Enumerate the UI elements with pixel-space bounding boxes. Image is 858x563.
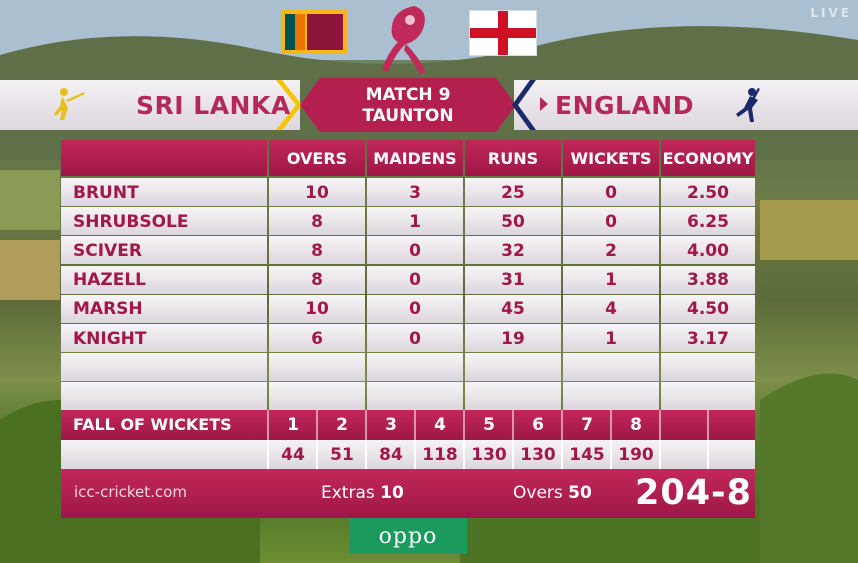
extras-value: 10 bbox=[380, 483, 404, 503]
tournament-logo-icon bbox=[382, 6, 426, 74]
header-name-blank bbox=[61, 140, 267, 176]
total-overs: Overs 50 bbox=[513, 483, 592, 503]
fall-of-wickets-header: FALL OF WICKETS 1 2 3 4 5 6 7 8 bbox=[61, 410, 755, 440]
bowler-overs: 8 bbox=[311, 240, 323, 261]
bowler-maidens: 1 bbox=[409, 211, 421, 232]
batter-icon bbox=[54, 88, 85, 120]
bowler-wickets: 1 bbox=[605, 328, 617, 349]
col-header-maidens: MAIDENS bbox=[367, 140, 463, 176]
bowler-maidens: 0 bbox=[409, 240, 421, 261]
extras: Extras 10 bbox=[321, 483, 404, 503]
fow-wicket-number: 1 bbox=[287, 414, 299, 435]
bowling-scorecard: OVERS MAIDENS RUNS WICKETS ECONOMY BRUNT… bbox=[61, 140, 755, 518]
bowler-name: BRUNT bbox=[73, 182, 139, 203]
bowler-overs: 8 bbox=[311, 211, 323, 232]
match-number: MATCH 9 bbox=[365, 85, 451, 105]
fow-wicket-number: 5 bbox=[483, 414, 495, 435]
bowler-economy: 3.88 bbox=[687, 270, 729, 291]
bowler-economy: 3.17 bbox=[687, 328, 729, 349]
fow-wicket-number: 3 bbox=[385, 414, 397, 435]
bowler-row: BRUNT 10 3 25 0 2.50 bbox=[61, 178, 755, 207]
team-right-banner bbox=[514, 80, 858, 130]
bowler-maidens: 0 bbox=[409, 328, 421, 349]
bowler-row: MARSH 10 0 45 4 4.50 bbox=[61, 294, 755, 324]
bowler-wickets: 1 bbox=[605, 270, 617, 291]
bowler-icon bbox=[736, 88, 760, 122]
bowler-name: SHRUBSOLE bbox=[73, 211, 189, 232]
fow-score: 190 bbox=[618, 444, 654, 465]
col-header-overs: OVERS bbox=[269, 140, 365, 176]
bowler-row: SCIVER 8 0 32 2 4.00 bbox=[61, 236, 755, 265]
bowler-economy: 4.50 bbox=[687, 299, 729, 320]
bowler-maidens: 3 bbox=[409, 182, 421, 203]
bowler-row bbox=[61, 382, 755, 411]
bowler-runs: 45 bbox=[501, 299, 525, 320]
col-header-economy: ECONOMY bbox=[661, 140, 755, 176]
bowler-maidens: 0 bbox=[409, 270, 421, 291]
bowler-overs: 10 bbox=[305, 182, 329, 203]
site-url: icc-cricket.com bbox=[74, 483, 187, 501]
sri-lanka-flag bbox=[281, 10, 347, 54]
bowler-runs: 19 bbox=[501, 328, 525, 349]
bowler-row: SHRUBSOLE 8 1 50 0 6.25 bbox=[61, 207, 755, 236]
bowler-row bbox=[61, 353, 755, 382]
bowler-name: KNIGHT bbox=[73, 328, 147, 349]
sponsor-logo: oppo bbox=[349, 518, 467, 554]
team-left-name: SRI LANKA bbox=[136, 91, 291, 120]
fow-score: 145 bbox=[569, 444, 605, 465]
bowler-runs: 31 bbox=[501, 270, 525, 291]
bowler-name: MARSH bbox=[73, 299, 143, 320]
fow-score: 84 bbox=[379, 444, 403, 465]
bowler-name: SCIVER bbox=[73, 240, 142, 261]
scorecard-header: SRI LANKA MATCH 9 TAUNTON ENGLAND bbox=[0, 78, 858, 132]
bowler-maidens: 0 bbox=[409, 299, 421, 320]
team-right-name: ENGLAND bbox=[555, 91, 694, 120]
bowler-economy: 2.50 bbox=[687, 182, 729, 203]
fall-of-wickets-scores: 44 51 84 118 130 130 145 190 bbox=[61, 440, 755, 469]
fow-score: 130 bbox=[520, 444, 556, 465]
extras-label: Extras bbox=[321, 483, 375, 503]
fow-score: 44 bbox=[281, 444, 305, 465]
scorecard-footer: icc-cricket.com Extras 10 Overs 50 204-8 bbox=[61, 469, 755, 518]
col-header-runs: RUNS bbox=[465, 140, 561, 176]
bowler-economy: 4.00 bbox=[687, 240, 729, 261]
bowler-row: KNIGHT 6 0 19 1 3.17 bbox=[61, 324, 755, 353]
fow-score: 118 bbox=[422, 444, 458, 465]
overs-value: 50 bbox=[568, 483, 592, 503]
fow-wicket-number: 8 bbox=[630, 414, 642, 435]
fow-score: 130 bbox=[471, 444, 507, 465]
bowler-overs: 6 bbox=[311, 328, 323, 349]
bowler-overs: 10 bbox=[305, 299, 329, 320]
bowler-wickets: 2 bbox=[605, 240, 617, 261]
fow-score: 51 bbox=[330, 444, 354, 465]
fall-of-wickets-label: FALL OF WICKETS bbox=[73, 415, 232, 434]
bowler-runs: 50 bbox=[501, 211, 525, 232]
fow-wicket-number: 7 bbox=[581, 414, 593, 435]
fow-wicket-number: 2 bbox=[336, 414, 348, 435]
bowler-wickets: 0 bbox=[605, 211, 617, 232]
bowler-overs: 8 bbox=[311, 270, 323, 291]
team-left-banner bbox=[0, 80, 300, 130]
overs-label: Overs bbox=[513, 483, 563, 503]
bowler-economy: 6.25 bbox=[687, 211, 729, 232]
bowler-name: HAZELL bbox=[73, 270, 146, 291]
team-right-edge bbox=[512, 80, 536, 130]
fow-wicket-number: 4 bbox=[434, 414, 446, 435]
innings-total: 204-8 bbox=[635, 473, 752, 513]
team-left-edge bbox=[276, 80, 302, 130]
bowler-wickets: 0 bbox=[605, 182, 617, 203]
match-venue: TAUNTON bbox=[362, 106, 454, 126]
bowler-runs: 25 bbox=[501, 182, 525, 203]
col-header-wickets: WICKETS bbox=[563, 140, 659, 176]
bowler-wickets: 4 bbox=[605, 299, 617, 320]
match-info-badge bbox=[300, 78, 516, 132]
england-flag bbox=[469, 10, 537, 56]
fow-wicket-number: 6 bbox=[532, 414, 544, 435]
bowler-runs: 32 bbox=[501, 240, 525, 261]
bowler-row: HAZELL 8 0 31 1 3.88 bbox=[61, 265, 755, 295]
live-indicator: LIVE bbox=[810, 6, 852, 20]
chevron-right-icon bbox=[540, 97, 548, 111]
